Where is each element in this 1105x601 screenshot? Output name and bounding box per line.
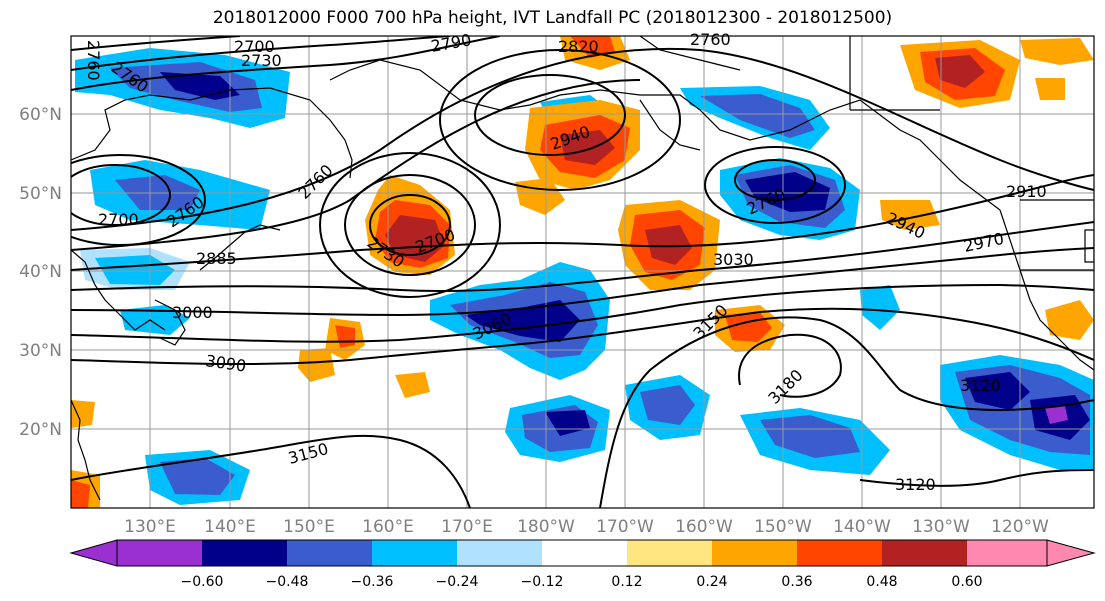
colorbar-tick: −0.36 [351,574,394,590]
colorbar-segment [882,540,967,566]
colorbar-segment [457,540,542,566]
colorbar-tick: 0.24 [696,574,727,590]
lon-label: 150°W [754,517,812,537]
lat-label: 20°N [19,420,62,440]
height-contours [71,36,1094,508]
lon-label: 160°E [362,517,414,537]
lat-label: 30°N [19,341,62,361]
colorbar-segment [117,540,202,566]
negative-anomaly-fill [75,48,1094,505]
colorbar-segment [372,540,457,566]
colorbar-segment [202,540,287,566]
lat-lon-grid [71,36,1094,508]
colorbar: −0.60 −0.48 −0.36 −0.24 −0.12 0.12 0.24 … [69,539,1096,590]
colorbar-tick: −0.24 [436,574,479,590]
contour-label: 2730 [241,51,282,70]
lon-label: 120°W [991,517,1049,537]
colorbar-segment [542,540,627,566]
map-title: 2018012000 F000 700 hPa height, IVT Land… [212,8,893,28]
contour-label: 2760 [690,30,731,49]
lat-label: 60°N [19,105,62,125]
colorbar-segment [712,540,797,566]
latitude-labels: 60°N 50°N 40°N 30°N 20°N [19,105,62,440]
contour-label: 2700 [234,37,275,56]
lon-label: 150°E [283,517,335,537]
colorbar-ticks: −0.60 −0.48 −0.36 −0.24 −0.12 0.12 0.24 … [181,574,983,590]
lon-label: 180°W [517,517,575,537]
contour-label: 2910 [1006,182,1047,201]
longitude-labels: 130°E 140°E 150°E 160°E 170°E 180°W 170°… [124,517,1049,537]
contour-label: 3120 [960,376,1001,395]
colorbar-segment [967,540,1047,566]
colorbar-tick: 0.36 [781,574,812,590]
colorbar-segment [627,540,712,566]
colorbar-frame [116,539,1048,567]
coastlines [71,36,1094,501]
colorbar-tick: −0.48 [266,574,309,590]
contour-label: 3120 [895,475,936,494]
lon-label: 130°E [124,517,176,537]
contour-label: 2700 [98,210,139,229]
lon-label: 130°W [912,517,970,537]
lat-label: 50°N [19,184,62,204]
positive-anomaly-fill [71,36,1094,508]
contour-label: 2760 [84,40,103,81]
contour-label: 2885 [196,249,237,268]
lon-label: 140°E [204,517,256,537]
colorbar-segment [287,540,372,566]
lon-label: 170°E [441,517,493,537]
colorbar-extend-low [69,539,118,567]
colorbar-tick: −0.12 [521,574,564,590]
colorbar-tick: 0.60 [951,574,982,590]
contour-label: 3030 [713,250,754,269]
map-frame [70,35,1095,509]
colorbar-extend-high [1046,539,1096,567]
colorbar-tick: 0.48 [866,574,897,590]
lon-label: 160°W [675,517,733,537]
contour-label: 3000 [172,303,213,322]
colorbar-segment [797,540,882,566]
lat-label: 40°N [19,262,62,282]
colorbar-tick: −0.60 [181,574,224,590]
lon-label: 140°W [833,517,891,537]
contour-label: 2820 [558,37,599,56]
map-panel: 2700 2730 2760 2790 2820 2760 2760 2700 … [19,30,1095,537]
lon-label: 170°W [596,517,654,537]
colorbar-tick: 0.12 [611,574,642,590]
